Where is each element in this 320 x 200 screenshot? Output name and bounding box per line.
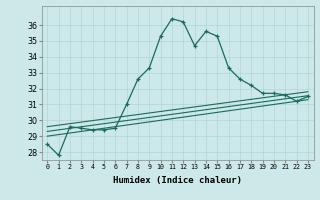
X-axis label: Humidex (Indice chaleur): Humidex (Indice chaleur) <box>113 176 242 185</box>
